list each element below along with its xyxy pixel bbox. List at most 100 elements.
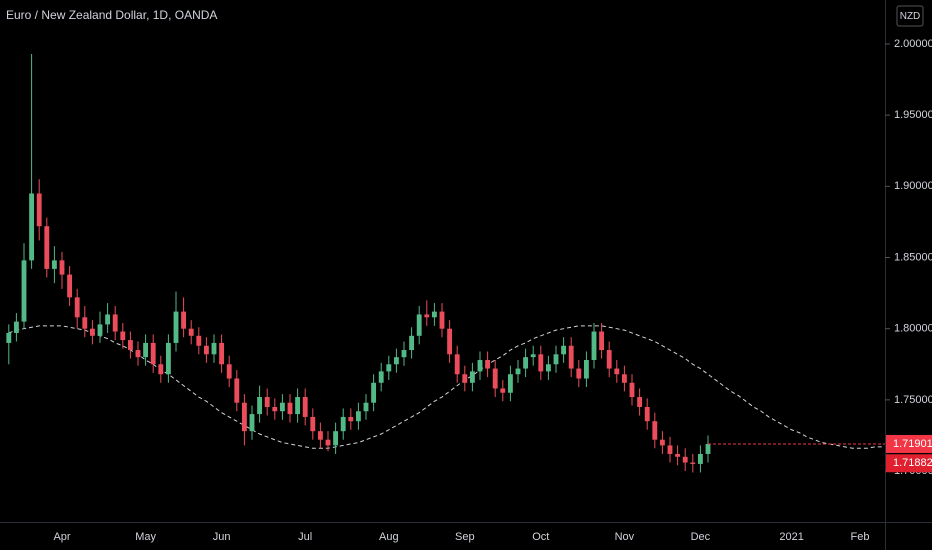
candle-body [439,311,445,329]
candle-body [13,321,19,333]
candle-body [690,462,696,464]
chart-title: Euro / New Zealand Dollar, 1D, OANDA [6,8,217,22]
candle-body [576,368,582,379]
price-label-bg [886,454,932,473]
x-tick-label: Apr [53,531,70,543]
price-label: 1.71882 [893,457,932,469]
candle-body [257,397,263,415]
candle-body [637,397,643,407]
y-tick-label: 1.75000 [894,394,932,406]
y-tick-label: 1.95000 [894,109,932,121]
candle-body [500,388,506,393]
candle-body [158,364,164,375]
candle-body [667,445,673,454]
candle-body [165,342,171,375]
candle-body [51,260,57,269]
candle-body [135,350,141,358]
candle-body [462,374,468,383]
candle-body [67,274,73,298]
candle-body [112,314,118,332]
candle-body [302,397,308,417]
candle-body [173,311,179,343]
candle-body [485,360,491,369]
candle-body [21,260,27,322]
candle-body [644,406,650,422]
candle-body [599,331,605,351]
candle-body [188,328,194,336]
candle-body [59,260,65,275]
candle-body [477,360,483,372]
x-tick-label: Aug [379,531,399,543]
candle-body [196,335,202,346]
x-tick-label: Dec [691,531,711,543]
candle-body [287,402,293,415]
candle-body [545,364,551,372]
candle-body [348,416,354,422]
candle-body [424,314,430,318]
candle-body [150,342,156,365]
candle-body [697,453,703,464]
candle-body [264,397,270,407]
candle-body [454,354,460,375]
candle-body [652,421,658,440]
price-label: 1.71901 [893,438,932,450]
candle-body [591,331,597,361]
candle-body [568,345,574,369]
candle-body [386,364,392,372]
candle-body [340,416,346,432]
candle-body [211,342,217,355]
candle-body [393,357,399,365]
candle-body [378,371,384,383]
candle-body [682,456,688,463]
candle-body [355,411,361,422]
x-tick-label: Sep [455,531,475,543]
candle-body [120,331,126,341]
candle-body [82,317,88,329]
candle-body [447,328,453,355]
candle-body [36,193,42,227]
candle-body [515,368,521,375]
x-tick-label: Nov [615,531,635,543]
currency-label[interactable]: NZD [900,11,921,22]
y-tick-label: 1.90000 [894,180,932,192]
candle-body [401,350,407,358]
candle-body [363,402,369,412]
candle-body [181,311,187,329]
x-tick-label: Jun [213,531,231,543]
candle-body [530,354,536,358]
candle-body [416,314,422,336]
x-tick-label: 2021 [779,531,803,543]
candle-body [241,402,247,432]
x-tick-label: Oct [532,531,549,543]
y-tick-label: 1.80000 [894,323,932,335]
candle-body [6,332,12,343]
candle-body [310,416,316,432]
candle-body [219,342,225,365]
price-label-bg [886,434,932,453]
indicator-curve [8,325,883,449]
y-tick-label: 2.00000 [894,38,932,50]
candle-body [629,382,635,398]
candle-body [553,354,559,365]
candle-body [203,345,209,355]
candle-body [29,193,35,261]
candle-body [44,226,50,269]
candle-body [143,342,149,358]
candle-body [614,368,620,375]
candle-body [492,368,498,389]
x-tick-label: May [135,531,156,543]
candle-body [89,328,95,336]
candle-body [606,350,612,369]
candle-body [469,371,475,383]
candle-body [105,314,111,325]
candle-body [659,439,665,446]
candle-body [561,345,567,355]
candle-body [409,335,415,351]
x-tick-label: Jul [298,531,312,543]
currency-badge[interactable] [896,5,924,27]
candle-body [371,382,377,403]
candle-body [74,297,80,318]
